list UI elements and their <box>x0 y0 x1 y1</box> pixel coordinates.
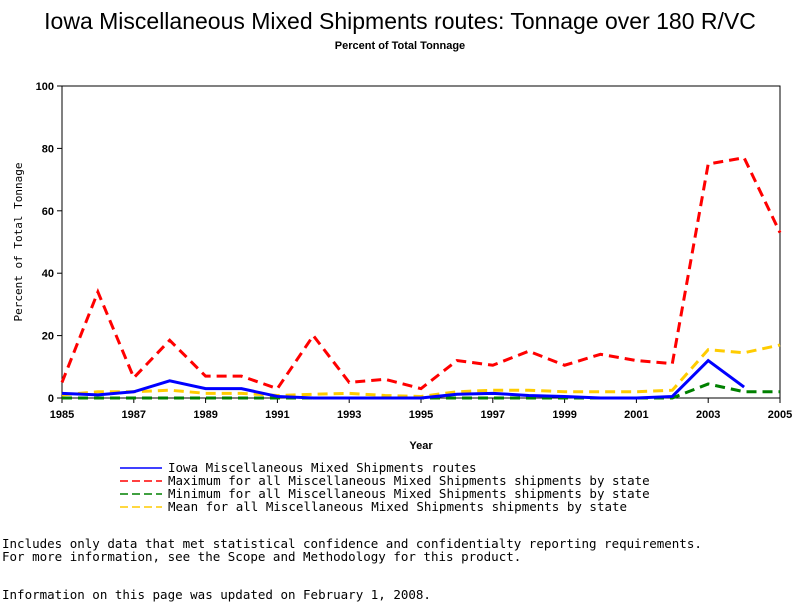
y-axis-label: Percent of Total Tonnage <box>12 163 25 322</box>
chart-title: Iowa Miscellaneous Mixed Shipments route… <box>44 8 756 34</box>
legend-label-2: Minimum for all Miscellaneous Mixed Ship… <box>168 486 650 501</box>
x-tick-label: 1993 <box>337 409 361 421</box>
legend-label-1: Maximum for all Miscellaneous Mixed Ship… <box>168 473 650 488</box>
x-tick-label: 2005 <box>768 409 792 421</box>
series-line-3 <box>61 343 781 398</box>
x-tick-label: 1995 <box>409 409 433 421</box>
x-tick-label: 2003 <box>696 409 720 421</box>
y-tick-label: 20 <box>42 331 54 343</box>
note-confidence: Includes only data that met statistical … <box>2 536 702 551</box>
legend-label-3: Mean for all Miscellaneous Mixed Shipmen… <box>168 499 627 514</box>
series-line-1 <box>60 156 782 391</box>
x-tick-label: 1997 <box>481 409 505 421</box>
x-tick-label: 1999 <box>552 409 576 421</box>
y-tick-label: 60 <box>42 206 54 218</box>
series-line-0 <box>61 358 745 400</box>
y-tick-label: 100 <box>36 81 54 93</box>
x-tick-label: 1985 <box>50 409 74 421</box>
x-tick-label: 1987 <box>122 409 146 421</box>
note-updated: Information on this page was updated on … <box>2 587 431 602</box>
y-tick-label: 0 <box>48 393 54 405</box>
x-axis-label: Year <box>409 440 433 452</box>
y-tick-label: 40 <box>42 268 54 280</box>
chart-subtitle: Percent of Total Tonnage <box>334 40 466 52</box>
y-tick-label: 80 <box>42 143 54 155</box>
x-tick-label: 1989 <box>193 409 217 421</box>
x-tick-label: 1991 <box>265 409 289 421</box>
x-tick-label: 2001 <box>624 409 648 421</box>
note-methodology: For more information, see the Scope and … <box>2 549 522 564</box>
legend-label-0: Iowa Miscellaneous Mixed Shipments route… <box>168 460 477 475</box>
plot-frame <box>61 85 781 399</box>
